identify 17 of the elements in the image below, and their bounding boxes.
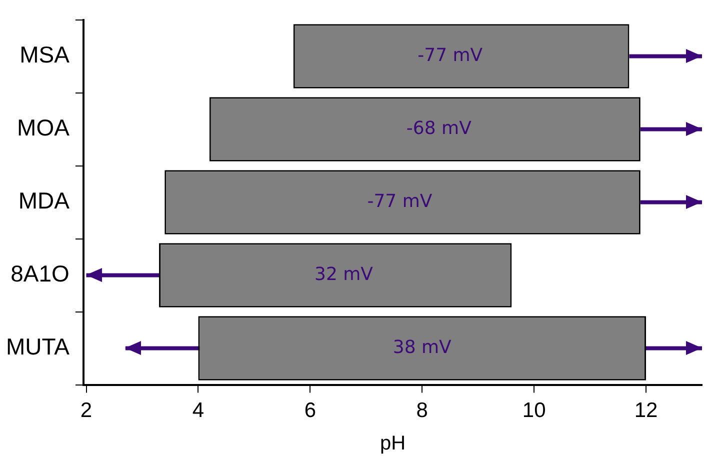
x-tick-label: 4 (192, 399, 204, 422)
annotation: -77 mV (367, 190, 433, 212)
y-tick-label: 8A1O (10, 260, 70, 287)
y-tick-label: MUTA (6, 334, 70, 360)
x-tick-label: 6 (304, 399, 316, 422)
annotation: 32 mV (314, 264, 374, 285)
annotation: -77 mV (418, 44, 484, 66)
x-axis-title: pH (380, 432, 406, 455)
x-tick-label: 2 (80, 399, 92, 422)
x-tick-label: 8 (416, 399, 428, 422)
y-tick-label: MSA (20, 42, 70, 68)
annotation: 38 mV (392, 336, 452, 358)
y-tick-label: MDA (18, 188, 70, 214)
x-tick-label: 10 (522, 399, 546, 422)
x-tick-label: 12 (634, 399, 658, 422)
y-tick-label: MOA (17, 114, 70, 141)
annotation: -68 mV (406, 118, 472, 139)
